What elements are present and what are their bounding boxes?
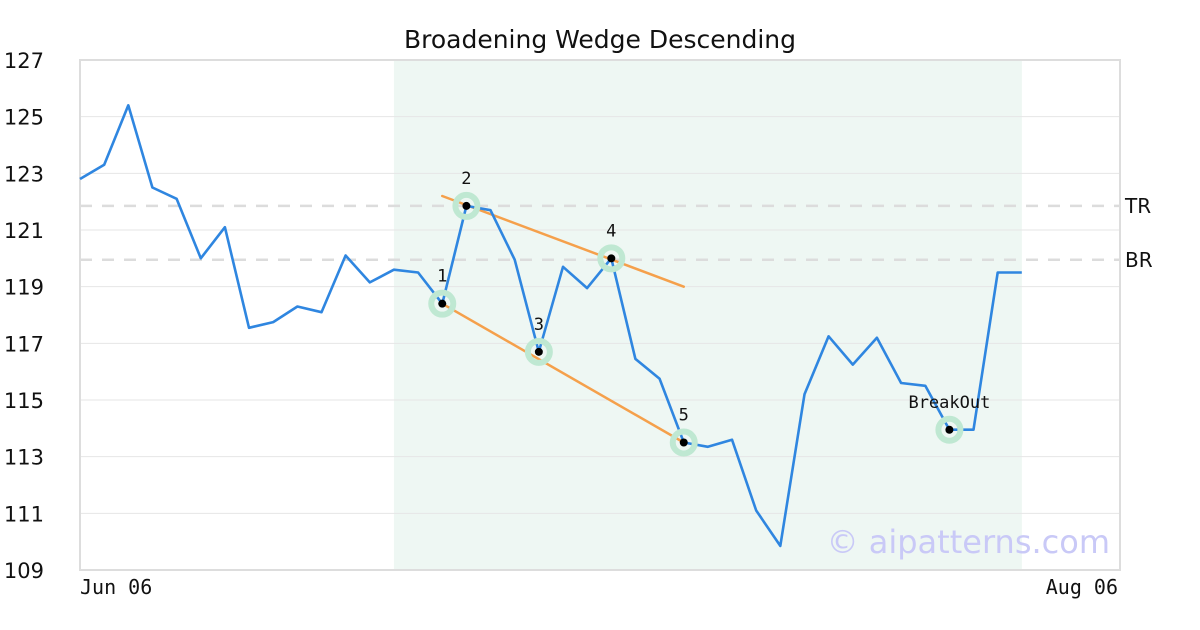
pattern-point-label: 1 (437, 267, 447, 287)
pattern-point (607, 254, 616, 263)
pattern-point-ring (935, 415, 964, 444)
y-tick-label: 119 (4, 276, 44, 300)
reference-line-label: TR (1124, 194, 1151, 218)
trend-line (441, 194, 685, 288)
pattern-point-label: 3 (534, 315, 544, 335)
y-tick-label: 111 (4, 502, 44, 526)
pattern-point (679, 438, 688, 447)
pattern-point-ring (428, 289, 457, 318)
chart-title: Broadening Wedge Descending (404, 25, 796, 54)
y-tick-label: 113 (4, 446, 44, 470)
pattern-point (462, 201, 471, 210)
pattern-point-label: 5 (679, 406, 689, 426)
plot-frame (79, 59, 1121, 571)
y-tick-label: 123 (4, 162, 44, 186)
reference-line-label: BR (1125, 248, 1153, 272)
pattern-point-ring (452, 191, 481, 220)
pattern-point-label: BreakOut (908, 393, 990, 413)
price-line (79, 104, 1022, 548)
pattern-point (945, 425, 954, 434)
trend-line (441, 302, 685, 444)
y-tick-label: 121 (4, 219, 44, 243)
pattern-point-ring (669, 428, 698, 457)
pattern-point-ring (524, 337, 553, 366)
pattern-point (534, 347, 543, 356)
watermark: © aipatterns.com (827, 523, 1110, 561)
pattern-point-ring (597, 244, 626, 273)
pattern-point (438, 299, 447, 308)
pattern-point-label: 2 (461, 169, 471, 189)
pattern-region (393, 60, 1022, 570)
y-tick-label: 115 (4, 389, 44, 413)
y-tick-label: 125 (4, 106, 44, 130)
pattern-point-label: 4 (606, 221, 616, 241)
x-tick-label: Jun 06 (80, 575, 152, 599)
x-tick-label: Aug 06 (1046, 575, 1118, 599)
y-tick-label: 117 (4, 332, 44, 356)
y-tick-label: 109 (4, 559, 44, 583)
y-tick-label: 127 (4, 49, 44, 73)
